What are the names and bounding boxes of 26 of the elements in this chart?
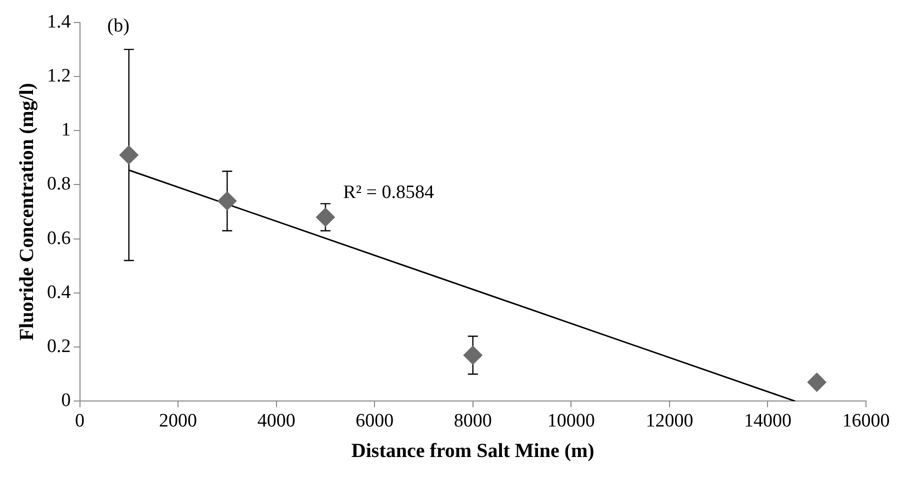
y-axis-title: Fluoride Concentration (mg/l) — [16, 82, 38, 341]
x-axis-title: Distance from Salt Mine (m) — [351, 440, 594, 462]
x-tick-label: 0 — [75, 410, 84, 432]
point — [807, 372, 826, 392]
y-tick-label: 0 — [61, 390, 71, 412]
y-tick-label: 1 — [61, 120, 71, 141]
y-tick-label: 1.2 — [47, 66, 71, 86]
point — [218, 191, 237, 210]
y-tick-label: 1.4 — [47, 11, 72, 32]
x-tick-label: 2000 — [159, 410, 198, 432]
x-tick-label: 16000 — [842, 410, 890, 432]
x-tick-label: 10000 — [547, 410, 595, 432]
annotation: (b) — [107, 15, 130, 36]
y-tick-label: 0.8 — [47, 174, 71, 195]
x-tick-label: 14000 — [744, 410, 792, 432]
x-tick-label: 6000 — [356, 410, 394, 432]
y-tick-label: 0.6 — [47, 228, 71, 249]
y-tick-label: 0.2 — [47, 336, 71, 358]
y-tick-label: 0.4 — [47, 282, 72, 303]
x-tick-label: 4000 — [257, 410, 296, 432]
annotation: R² = 0.8584 — [343, 182, 434, 203]
x-tick-label: 12000 — [646, 410, 694, 432]
point — [463, 346, 482, 365]
point — [316, 208, 335, 227]
x-tick-label: 8000 — [454, 410, 492, 432]
point — [119, 145, 138, 164]
